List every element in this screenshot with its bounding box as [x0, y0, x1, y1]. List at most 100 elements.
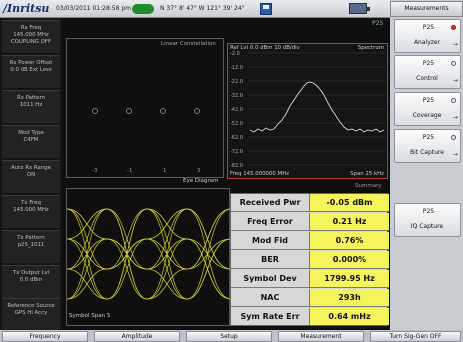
spectrum-ytick: -32.0: [230, 93, 243, 99]
summary-value: 1799.95 Hz: [309, 270, 389, 287]
eye-symbol-span: Symbol Span 5: [69, 313, 111, 319]
arrow-icon: →: [452, 41, 458, 48]
arrow-icon: →: [452, 114, 458, 121]
linear-constellation-pane: Linear Constellation -3 -1 1 3: [66, 38, 224, 178]
param-rx-pattern[interactable]: Rx Pattern 1011 Hz: [2, 90, 60, 123]
p25-analyzer-button[interactable]: P25 Analyzer →: [394, 19, 461, 53]
spectrum-title: Spectrum: [357, 45, 384, 51]
save-icon[interactable]: [260, 3, 272, 15]
param-reference-source[interactable]: Reference Source GPS Hi Accy: [2, 298, 60, 331]
led-icon: [451, 135, 456, 140]
param-mod-type[interactable]: Mod Type C4FM: [2, 125, 60, 158]
spectrum-ytick: -12.0: [230, 65, 243, 71]
spectrum-ytick: -22.0: [230, 79, 243, 85]
measurements-header: Measurements: [390, 1, 463, 17]
param-tx-freq[interactable]: Tx Freq 145.000 MHz: [2, 195, 60, 228]
parameter-panel: Rx Freq 145.000 MHz COUPLING OFF Rx Powe…: [0, 18, 62, 331]
summary-label: NAC: [231, 289, 309, 306]
spectrum-ytick: -72.0: [230, 149, 243, 155]
p25-control-button[interactable]: P25 Control →: [394, 55, 461, 89]
p25-tag: P25: [372, 20, 384, 27]
constellation-title: Linear Constellation: [161, 41, 216, 47]
constellation-point: [194, 108, 200, 114]
constellation-tick: -3: [92, 168, 98, 174]
measurement-button[interactable]: Measurement: [278, 331, 364, 342]
led-icon: [451, 98, 456, 103]
summary-label: Mod Fid: [231, 232, 309, 249]
spectrum-pane: Ref Lvl 0.0 dBm 10 dB/div Spectrum -2.0 …: [227, 43, 388, 179]
summary-label: Received Pwr: [231, 194, 309, 211]
p25-iq-capture-button[interactable]: P25 IQ Capture: [394, 203, 461, 237]
turn-sig-gen-off-button[interactable]: Turn Sig-Gen OFF: [370, 331, 461, 342]
eye-diagram-title: Eye Diagram: [183, 178, 219, 184]
button-top-label: P25: [422, 24, 435, 31]
summary-row: BER 0.000%: [231, 251, 389, 269]
param-tx-pattern[interactable]: Tx Pattern p25_1011: [2, 230, 60, 263]
arrow-icon: →: [452, 77, 458, 84]
constellation-tick: 1: [163, 168, 167, 174]
summary-value: 0.000%: [309, 251, 389, 268]
summary-label: Sym Rate Err: [231, 308, 309, 325]
p25-coverage-button[interactable]: P25 Coverage →: [394, 92, 461, 126]
summary-row: Freq Error 0.21 Hz: [231, 213, 389, 231]
spectrum-ytick: -62.0: [230, 135, 243, 141]
frequency-button[interactable]: Frequency: [2, 331, 88, 342]
button-bottom-label: IQ Capture: [410, 223, 444, 230]
summary-value: 0.21 Hz: [309, 213, 389, 230]
summary-value: 293h: [309, 289, 389, 306]
param-rx-power-offset[interactable]: Rx Power Offset 0.0 dB Ext Loss: [2, 55, 60, 88]
led-icon: [451, 61, 456, 66]
button-bottom-label: Bit Capture: [410, 149, 444, 156]
battery-icon: [349, 3, 370, 14]
arrow-icon: →: [452, 151, 458, 158]
constellation-point: [92, 108, 98, 114]
button-bottom-label: Analyzer: [413, 39, 441, 46]
status-bar: /Inritsu 03/03/2011 01:28:58 pm N 37° 8'…: [0, 0, 390, 18]
spectrum-ref-level: Ref Lvl 0.0 dBm 10 dB/div: [230, 45, 300, 51]
constellation-point: [126, 108, 132, 114]
active-led-icon: [451, 25, 456, 30]
button-bottom-label: Control: [416, 75, 438, 82]
constellation-tick: 3: [197, 168, 201, 174]
constellation-point: [160, 108, 166, 114]
summary-table: Received Pwr -0.05 dBm Freq Error 0.21 H…: [230, 193, 389, 326]
gps-coordinates: N 37° 8' 47" W 121° 39' 24": [160, 5, 245, 12]
p25-bit-capture-button[interactable]: P25 Bit Capture →: [394, 129, 461, 163]
spectrum-ytick: -82.0: [230, 163, 243, 169]
spectrum-span: Span 25 kHz: [350, 171, 384, 177]
summary-title: Summary: [355, 183, 382, 189]
measurements-menu: Measurements P25 Analyzer → P25 Control …: [390, 0, 463, 330]
spectrum-center-freq: Freq 145.000000 MHz: [230, 171, 290, 177]
button-top-label: P25: [422, 134, 435, 141]
button-top-label: P25: [422, 97, 435, 104]
summary-label: Symbol Dev: [231, 270, 309, 287]
summary-row: Received Pwr -0.05 dBm: [231, 194, 389, 212]
param-rx-freq[interactable]: Rx Freq 145.000 MHz COUPLING OFF: [2, 20, 60, 53]
param-tx-output-lvl[interactable]: Tx Output Lvl 0.0 dBm: [2, 265, 60, 298]
summary-row: Symbol Dev 1799.95 Hz: [231, 270, 389, 288]
param-auto-rx-range[interactable]: Auto Rx Range ON: [2, 160, 60, 193]
amplitude-button[interactable]: Amplitude: [94, 331, 180, 342]
eye-diagram-pane: Eye Diagram Symbol Span 5: [66, 178, 231, 326]
button-top-label: P25: [422, 208, 435, 215]
summary-value: 0.64 mHz: [309, 308, 389, 325]
summary-label: Freq Error: [231, 213, 309, 230]
constellation-tick: -1: [127, 168, 133, 174]
spectrum-plot: -2.0 -12.0 -22.0 -32.0 -42.0 -52.0 -62.0…: [230, 51, 386, 169]
bottom-softkey-bar: Frequency Amplitude Setup Measurement Tu…: [0, 330, 463, 342]
setup-button[interactable]: Setup: [186, 331, 272, 342]
summary-row: NAC 293h: [231, 289, 389, 307]
summary-row: Mod Fid 0.76%: [231, 232, 389, 250]
summary-value: 0.76%: [309, 232, 389, 249]
summary-label: BER: [231, 251, 309, 268]
summary-value: -0.05 dBm: [309, 194, 389, 211]
gps-status-icon: [132, 4, 154, 14]
summary-row: Sym Rate Err 0.64 mHz: [231, 308, 389, 326]
anritsu-logo: /Inritsu: [3, 2, 50, 15]
button-top-label: P25: [422, 60, 435, 67]
spectrum-ytick: -52.0: [230, 121, 243, 127]
datetime-readout: 03/03/2011 01:28:58 pm: [56, 5, 131, 12]
eye-diagram-plot: [67, 208, 231, 300]
button-bottom-label: Coverage: [412, 112, 442, 119]
